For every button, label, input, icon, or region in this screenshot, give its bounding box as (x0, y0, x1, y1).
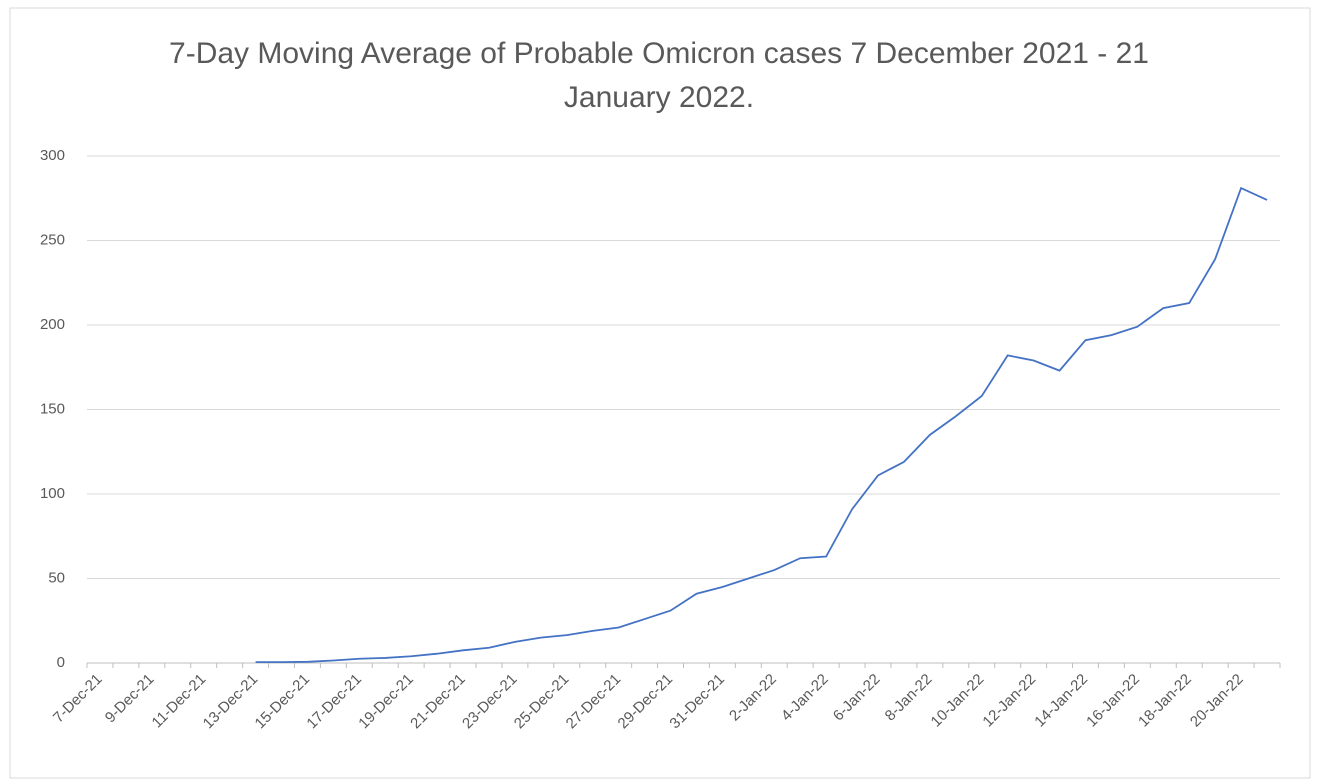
x-tick-label: 25-Dec-21 (511, 671, 573, 733)
x-tick-label: 10-Jan-22 (928, 671, 988, 731)
y-tick-label: 100 (40, 485, 65, 502)
y-tick-label: 250 (40, 231, 65, 248)
x-tick-label: 12-Jan-22 (979, 671, 1039, 731)
x-tick-label: 21-Dec-21 (407, 671, 469, 733)
x-tick-label: 6-Jan-22 (830, 671, 884, 725)
y-tick-label: 0 (57, 654, 65, 671)
x-tick-label: 7-Dec-21 (50, 671, 106, 727)
x-tick-label: 29-Dec-21 (615, 671, 677, 733)
y-tick-label: 50 (48, 569, 65, 586)
y-tick-label: 150 (40, 400, 65, 417)
chart-title: 7-Day Moving Average of Probable Omicron… (169, 37, 1149, 114)
x-tick-label: 20-Jan-22 (1187, 671, 1247, 731)
x-tick-label: 17-Dec-21 (303, 671, 365, 733)
x-tick-label: 2-Jan-22 (726, 671, 780, 725)
x-tick-label: 4-Jan-22 (778, 671, 832, 725)
x-tick-label: 19-Dec-21 (355, 671, 417, 733)
x-tick-label: 16-Jan-22 (1083, 671, 1143, 731)
x-tick-label: 13-Dec-21 (200, 671, 262, 733)
x-tick-label: 15-Dec-21 (252, 671, 314, 733)
x-tick-label: 14-Jan-22 (1031, 671, 1091, 731)
y-tick-label: 300 (40, 147, 65, 164)
x-tick-label: 11-Dec-21 (149, 671, 210, 732)
chart-border (9, 7, 1311, 779)
x-tick-label: 23-Dec-21 (459, 671, 521, 733)
x-tick-label: 31-Dec-21 (666, 671, 728, 733)
x-tick-label: 8-Jan-22 (882, 671, 936, 725)
data-line (255, 186, 1268, 664)
y-tick-label: 200 (40, 316, 65, 333)
x-tick-label: 18-Jan-22 (1135, 671, 1195, 731)
x-tick-label: 27-Dec-21 (563, 671, 625, 733)
